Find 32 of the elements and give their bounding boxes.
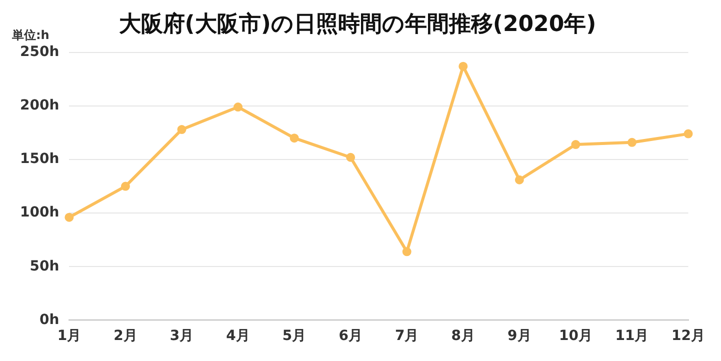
point	[234, 102, 243, 112]
x-tick-label: 3月	[170, 328, 194, 344]
x-tick-label: 5月	[282, 328, 306, 344]
y-tick-label: 200h	[20, 98, 60, 114]
point	[684, 129, 693, 138]
x-tick-label: 11月	[615, 328, 649, 344]
point	[514, 175, 524, 184]
y-tick-label: 100h	[20, 204, 60, 221]
point	[290, 134, 299, 143]
y-tick-label: 150h	[20, 151, 60, 168]
point	[458, 62, 468, 71]
x-tick-label: 2月	[114, 328, 138, 344]
x-tick-label: 10月	[558, 328, 592, 344]
x-tick-label: 4月	[226, 328, 250, 344]
point	[627, 138, 636, 147]
y-tick-label: 250h	[20, 44, 60, 60]
x-tick-label: 9月	[508, 328, 532, 344]
point	[346, 152, 356, 162]
point	[177, 125, 186, 134]
y-tick-label: 50h	[30, 258, 60, 274]
chart-title: 大阪府(大阪市)の日照時間の年間推移(2020年)	[118, 10, 596, 37]
point	[64, 212, 74, 222]
point	[402, 247, 412, 256]
x-tick-label: 6月	[338, 328, 362, 344]
point	[120, 182, 130, 191]
x-tick-label: 1月	[57, 328, 82, 344]
y-tick-label: 0h	[39, 312, 60, 328]
x-tick-label: 12月	[672, 328, 705, 344]
text: 単位:h	[11, 28, 50, 42]
x-tick-label: 8月	[451, 328, 476, 344]
x-tick-label: 7月	[394, 328, 419, 344]
point	[571, 140, 580, 150]
